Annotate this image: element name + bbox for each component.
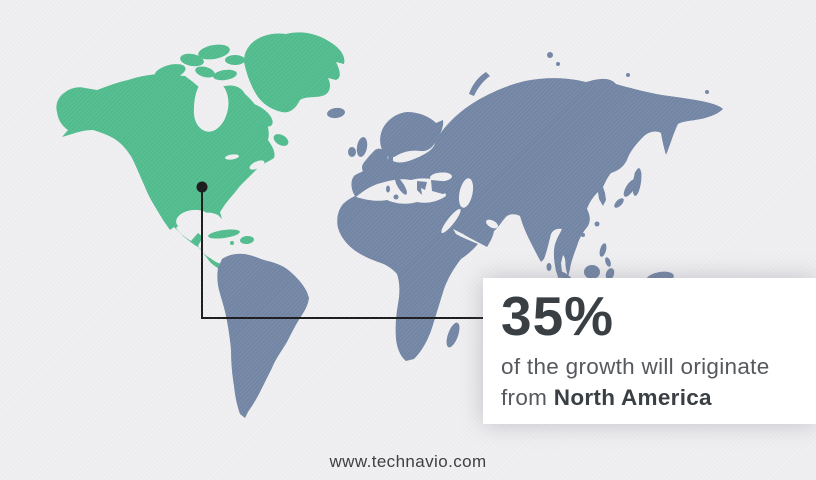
canadian-arctic-archipelago bbox=[136, 44, 289, 146]
callout-line bbox=[201, 187, 483, 319]
new-siberian-islands bbox=[626, 73, 630, 77]
iceland bbox=[327, 107, 345, 119]
ireland bbox=[348, 147, 356, 157]
afro-eurasia bbox=[337, 78, 723, 361]
sri-lanka bbox=[546, 263, 552, 271]
persian-gulf bbox=[486, 219, 498, 229]
footer-url: www.technavio.com bbox=[329, 452, 487, 471]
south-america bbox=[217, 253, 309, 418]
jamaica bbox=[230, 241, 234, 245]
region-rest-of-world bbox=[217, 72, 723, 418]
stat-card: 35% of the growth will originate from No… bbox=[483, 278, 816, 424]
svalbard bbox=[547, 52, 553, 58]
japan-kyushu bbox=[614, 198, 624, 208]
hudson-bay bbox=[193, 82, 229, 132]
callout-dot bbox=[196, 181, 208, 193]
sicily bbox=[393, 194, 399, 200]
taiwan bbox=[594, 221, 600, 227]
hispaniola bbox=[240, 235, 254, 245]
great-lakes bbox=[225, 154, 239, 160]
sulawesi bbox=[605, 268, 615, 280]
greenland bbox=[244, 32, 345, 113]
borneo bbox=[584, 265, 600, 279]
japan-honshu bbox=[623, 179, 637, 197]
cuba bbox=[208, 229, 240, 239]
madagascar bbox=[446, 322, 460, 348]
hokkaido bbox=[634, 170, 642, 178]
callout bbox=[196, 181, 483, 319]
novaya-zemlya bbox=[469, 72, 490, 96]
stat-value: 35% bbox=[501, 285, 615, 347]
black-sea bbox=[430, 172, 452, 182]
caspian-sea bbox=[458, 178, 474, 208]
stat-region: North America bbox=[553, 385, 712, 410]
islands bbox=[208, 52, 709, 348]
greece bbox=[417, 181, 427, 195]
gulf-of-st-lawrence bbox=[249, 160, 265, 170]
philippines-mindanao bbox=[605, 257, 611, 267]
sardinia bbox=[386, 185, 390, 193]
wrangel-island bbox=[705, 90, 709, 94]
italy bbox=[395, 177, 407, 195]
anatolia bbox=[431, 180, 455, 194]
stat-description-line: of the growth will originate bbox=[501, 354, 770, 379]
hainan bbox=[581, 233, 585, 237]
franz-josef-land bbox=[556, 62, 560, 66]
philippines-luzon bbox=[599, 243, 607, 257]
scandinavia bbox=[380, 112, 444, 158]
great-britain bbox=[356, 137, 368, 157]
region-north-america bbox=[56, 32, 345, 272]
red-sea bbox=[441, 208, 461, 234]
stat-region-prefix: from bbox=[501, 385, 554, 410]
stat-description: of the growth will originate from North … bbox=[501, 351, 806, 413]
